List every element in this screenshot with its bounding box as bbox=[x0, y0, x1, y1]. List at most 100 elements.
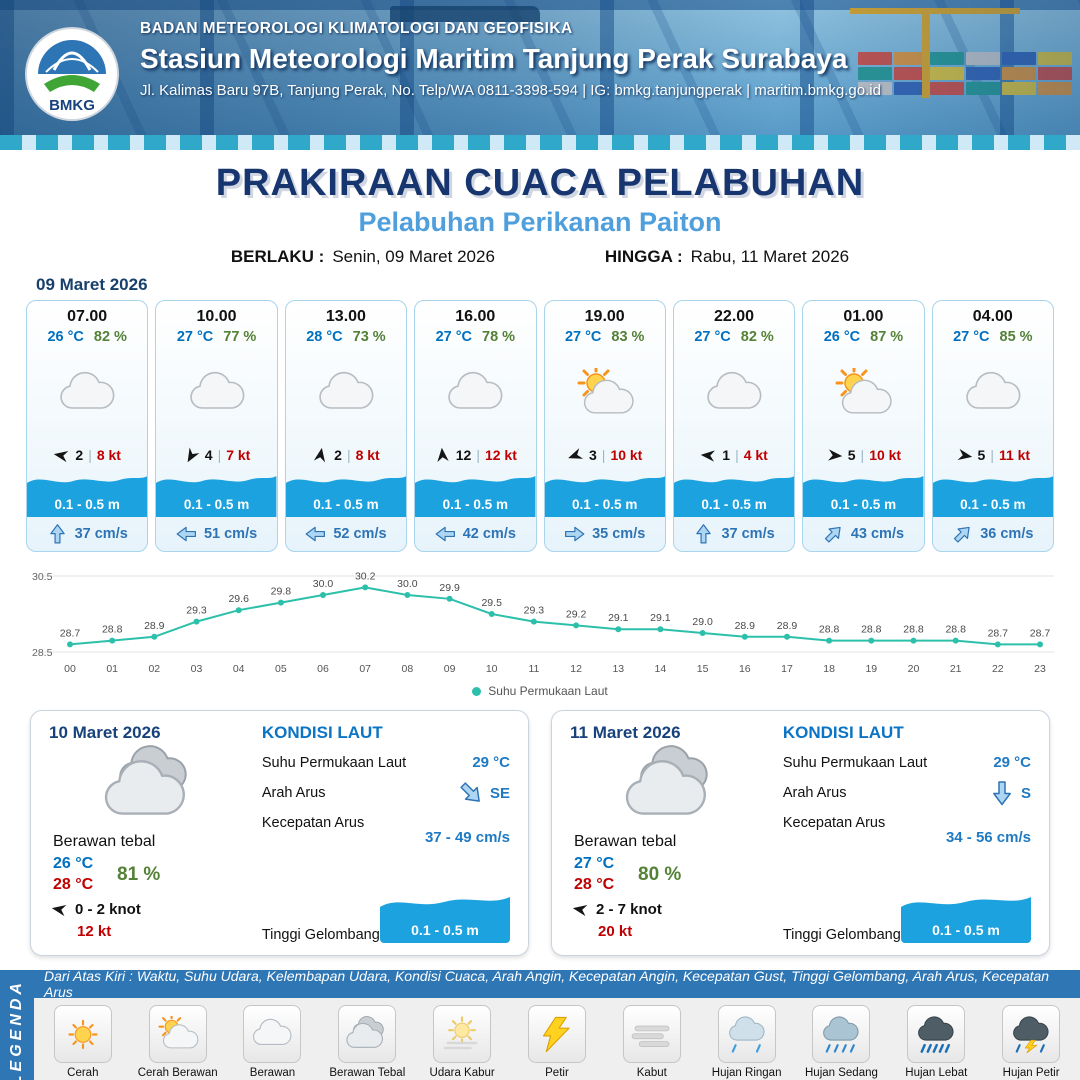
current-direction-icon bbox=[564, 525, 585, 543]
hingga-value: Rabu, 11 Maret 2026 bbox=[690, 247, 850, 266]
svg-text:22: 22 bbox=[992, 663, 1004, 675]
separator: | bbox=[217, 447, 222, 463]
legend-item: Udara Kabur bbox=[416, 1005, 508, 1079]
bmkg-logo: BMKG bbox=[24, 26, 120, 122]
legend-item: Berawan bbox=[226, 1005, 318, 1079]
legend-icon-hujan-sedang bbox=[812, 1005, 871, 1063]
wave-height-band: 0.1 - 0.5 m bbox=[803, 471, 924, 517]
legend-icons-row: Cerah Cerah Berawan Berawan Berawan Tebal Ud… bbox=[34, 998, 1080, 1080]
wind-speed: 2 bbox=[334, 447, 342, 463]
current-speed: 52 cm/s bbox=[333, 526, 387, 542]
legend-side-band: LEGENDA bbox=[0, 970, 34, 1080]
svg-text:30.0: 30.0 bbox=[313, 578, 334, 590]
separator: | bbox=[346, 447, 351, 463]
svg-text:08: 08 bbox=[402, 663, 414, 675]
wind-gust: 7 kt bbox=[226, 447, 251, 463]
sst-chart-plot: 30.5 28.5 28.7 00 28.8 01 28.9 02 29.3 03 29.6 04 29… bbox=[26, 560, 1054, 683]
temp-max: 28 °C bbox=[53, 876, 94, 893]
humidity: 78 % bbox=[482, 329, 516, 345]
wave-height-label: Tinggi Gelombang bbox=[261, 927, 380, 943]
wind-gust: 10 kt bbox=[869, 447, 902, 463]
current-direction-icon bbox=[695, 524, 713, 545]
wind-direction-icon bbox=[700, 446, 718, 464]
svg-text:05: 05 bbox=[275, 663, 287, 675]
daily-forecast-card: 10 Maret 2026 Berawan tebal 26 °C 81 % 2… bbox=[30, 710, 529, 956]
current-direction-icon bbox=[454, 776, 488, 810]
forecast-time: 19.00 bbox=[584, 308, 625, 325]
humidity: 77 % bbox=[223, 329, 257, 345]
sea-condition-title: KONDISI LAUT bbox=[782, 723, 904, 742]
svg-text:09: 09 bbox=[444, 663, 456, 675]
title-section: PRAKIRAAN CUACA PELABUHAN Pelabuhan Peri… bbox=[0, 150, 1080, 295]
legend-section: LEGENDA Dari Atas Kiri : Waktu, Suhu Uda… bbox=[0, 968, 1080, 1080]
wave-height-band: 0.1 - 0.5 m bbox=[415, 471, 536, 517]
dock-illustration bbox=[0, 135, 1080, 150]
current-direction-icon bbox=[991, 780, 1013, 806]
svg-text:28.7: 28.7 bbox=[1030, 627, 1051, 639]
legend-icon-kabut bbox=[622, 1005, 681, 1063]
air-temperature: 27 °C bbox=[435, 329, 472, 345]
wind-gust: 4 kt bbox=[743, 447, 768, 463]
legend-item: Hujan Ringan bbox=[701, 1005, 793, 1079]
forecast-time: 13.00 bbox=[325, 308, 366, 325]
svg-text:28.9: 28.9 bbox=[144, 620, 165, 632]
svg-text:11: 11 bbox=[528, 663, 539, 675]
humidity: 80 % bbox=[638, 863, 682, 885]
svg-text:29.1: 29.1 bbox=[650, 612, 671, 624]
wave-height-band: 0.1 - 0.5 m bbox=[932, 471, 1053, 517]
svg-text:28.8: 28.8 bbox=[861, 624, 882, 636]
humidity: 87 % bbox=[870, 329, 904, 345]
page-title: PRAKIRAAN CUACA PELABUHAN bbox=[215, 162, 865, 204]
sst-value: 29 °C bbox=[993, 754, 1031, 771]
wind-speed: 5 bbox=[847, 447, 856, 463]
svg-text:29.2: 29.2 bbox=[566, 608, 587, 620]
current-direction-label: Arah Arus bbox=[261, 785, 326, 801]
air-temperature: 27 °C bbox=[176, 329, 214, 345]
humidity: 85 % bbox=[999, 329, 1033, 345]
daily-date: 11 Maret 2026 bbox=[570, 723, 681, 742]
wave-height-value: 0.1 - 0.5 m bbox=[932, 922, 1000, 938]
wave-height: 0.1 - 0.5 m bbox=[54, 497, 120, 512]
sst-value: 29 °C bbox=[472, 754, 510, 771]
wind-gust: 20 kt bbox=[598, 923, 633, 940]
legend-side-label: LEGENDA bbox=[8, 978, 25, 1080]
legend-icon-hujan-lebat bbox=[907, 1005, 966, 1063]
separator: | bbox=[990, 447, 994, 463]
svg-text:18: 18 bbox=[823, 663, 835, 675]
sst-label: Suhu Permukaan Laut bbox=[261, 754, 407, 771]
forecast-time: 16.00 bbox=[455, 308, 496, 325]
current-speed: 36 cm/s bbox=[980, 526, 1034, 542]
chart-legend: Suhu Permukaan Laut bbox=[26, 684, 1054, 698]
separator: | bbox=[601, 447, 606, 463]
air-temperature: 27 °C bbox=[564, 329, 602, 345]
wind-gust: 11 kt bbox=[998, 447, 1031, 463]
header-overlay bbox=[0, 0, 1080, 150]
weather-condition: Berawan tebal bbox=[574, 833, 677, 850]
legend-item-label: Hujan Petir bbox=[1002, 1067, 1060, 1079]
hingga-label: HINGGA : bbox=[604, 247, 683, 266]
svg-text:29.3: 29.3 bbox=[186, 605, 207, 617]
current-direction-icon bbox=[48, 524, 66, 545]
svg-text:30.5: 30.5 bbox=[32, 571, 53, 583]
svg-text:28.5: 28.5 bbox=[32, 647, 53, 659]
legend-item: Cerah bbox=[37, 1005, 129, 1079]
wave-height-band: 0.1 - 0.5 m bbox=[156, 471, 277, 517]
current-direction-icon bbox=[820, 520, 848, 548]
legend-icon-petir bbox=[527, 1005, 586, 1063]
svg-text:17: 17 bbox=[781, 663, 793, 675]
weather-icon-berawan bbox=[286, 345, 406, 443]
current-direction-value: SE bbox=[489, 784, 510, 802]
legend-icon-berawan bbox=[243, 1005, 302, 1063]
wave-height-value: 0.1 - 0.5 m bbox=[411, 922, 479, 938]
forecast-date-label: 09 Maret 2026 bbox=[36, 275, 148, 294]
legend-item: Berawan Tebal bbox=[321, 1005, 413, 1079]
wind-gust: 12 kt bbox=[484, 447, 517, 463]
temp-min: 27 °C bbox=[574, 855, 615, 872]
humidity: 82 % bbox=[93, 329, 127, 345]
svg-text:29.9: 29.9 bbox=[439, 582, 460, 594]
air-temperature: 27 °C bbox=[694, 329, 731, 345]
current-speed-value: 34 - 56 cm/s bbox=[945, 829, 1031, 846]
svg-text:28.8: 28.8 bbox=[903, 624, 924, 636]
svg-text:29.3: 29.3 bbox=[524, 605, 545, 617]
wave-height: 0.1 - 0.5 m bbox=[313, 497, 379, 512]
